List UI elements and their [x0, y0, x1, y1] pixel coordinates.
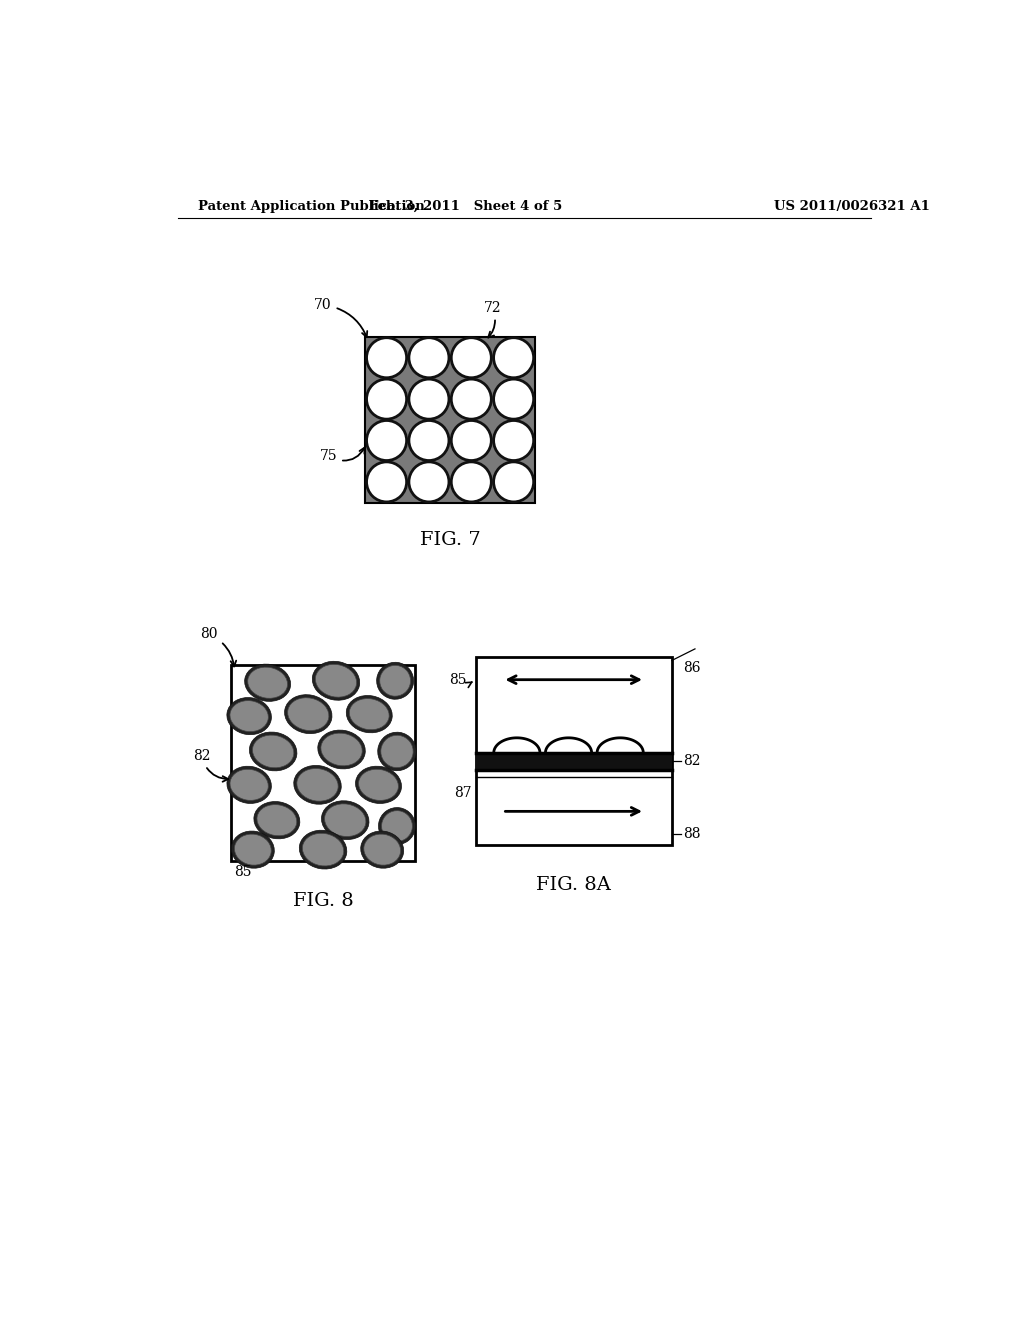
Ellipse shape	[253, 735, 294, 768]
Text: Patent Application Publication: Patent Application Publication	[199, 199, 425, 213]
Ellipse shape	[250, 733, 297, 771]
Ellipse shape	[494, 421, 534, 461]
Text: 85: 85	[449, 673, 472, 688]
Ellipse shape	[321, 733, 362, 766]
Text: Feb. 3, 2011   Sheet 4 of 5: Feb. 3, 2011 Sheet 4 of 5	[369, 199, 562, 213]
Ellipse shape	[230, 701, 268, 731]
Ellipse shape	[381, 735, 413, 768]
Text: 88: 88	[683, 826, 700, 841]
Ellipse shape	[409, 379, 449, 420]
Ellipse shape	[367, 379, 407, 420]
Ellipse shape	[367, 421, 407, 461]
Ellipse shape	[452, 338, 492, 378]
Ellipse shape	[254, 801, 300, 838]
Ellipse shape	[494, 462, 534, 502]
Ellipse shape	[248, 667, 288, 698]
Ellipse shape	[494, 379, 534, 420]
Ellipse shape	[364, 834, 400, 865]
Ellipse shape	[409, 462, 449, 502]
Ellipse shape	[227, 766, 271, 804]
Ellipse shape	[380, 665, 411, 696]
Ellipse shape	[367, 338, 407, 378]
Bar	[366, 337, 535, 503]
Ellipse shape	[367, 462, 407, 502]
Ellipse shape	[382, 810, 413, 841]
Text: US 2011/0026321 A1: US 2011/0026321 A1	[773, 199, 930, 213]
Ellipse shape	[294, 766, 341, 804]
Ellipse shape	[297, 768, 338, 801]
Ellipse shape	[379, 808, 416, 845]
Ellipse shape	[346, 696, 392, 733]
Ellipse shape	[312, 661, 359, 700]
Ellipse shape	[302, 833, 344, 866]
Ellipse shape	[322, 801, 369, 840]
Text: 75: 75	[319, 447, 365, 463]
Ellipse shape	[317, 730, 366, 768]
Ellipse shape	[358, 770, 398, 800]
Ellipse shape	[288, 698, 329, 730]
Ellipse shape	[231, 832, 274, 869]
Ellipse shape	[257, 805, 297, 836]
Text: 87: 87	[454, 785, 472, 800]
Ellipse shape	[452, 379, 492, 420]
Ellipse shape	[325, 804, 366, 837]
Bar	[475, 656, 672, 845]
Ellipse shape	[377, 663, 414, 700]
Text: FIG. 8: FIG. 8	[293, 892, 353, 911]
Ellipse shape	[355, 766, 401, 804]
Ellipse shape	[409, 421, 449, 461]
Text: 82: 82	[193, 748, 228, 781]
Ellipse shape	[299, 830, 347, 869]
Text: 85: 85	[234, 865, 252, 879]
Ellipse shape	[227, 697, 271, 735]
Ellipse shape	[245, 664, 291, 701]
Ellipse shape	[452, 462, 492, 502]
Ellipse shape	[409, 338, 449, 378]
Ellipse shape	[230, 770, 268, 800]
Text: 70: 70	[314, 298, 368, 337]
Bar	[475, 752, 672, 770]
Ellipse shape	[494, 338, 534, 378]
Text: FIG. 8A: FIG. 8A	[537, 876, 611, 894]
Text: 82: 82	[683, 754, 700, 768]
Ellipse shape	[349, 698, 389, 730]
Text: 80: 80	[201, 627, 237, 667]
Ellipse shape	[360, 832, 403, 869]
Text: FIG. 7: FIG. 7	[420, 531, 480, 549]
Bar	[230, 665, 416, 862]
Ellipse shape	[315, 664, 356, 697]
Ellipse shape	[378, 733, 416, 771]
Text: 72: 72	[483, 301, 502, 338]
Ellipse shape	[285, 694, 332, 734]
Text: 86: 86	[683, 661, 700, 675]
Ellipse shape	[234, 834, 271, 865]
Ellipse shape	[452, 421, 492, 461]
